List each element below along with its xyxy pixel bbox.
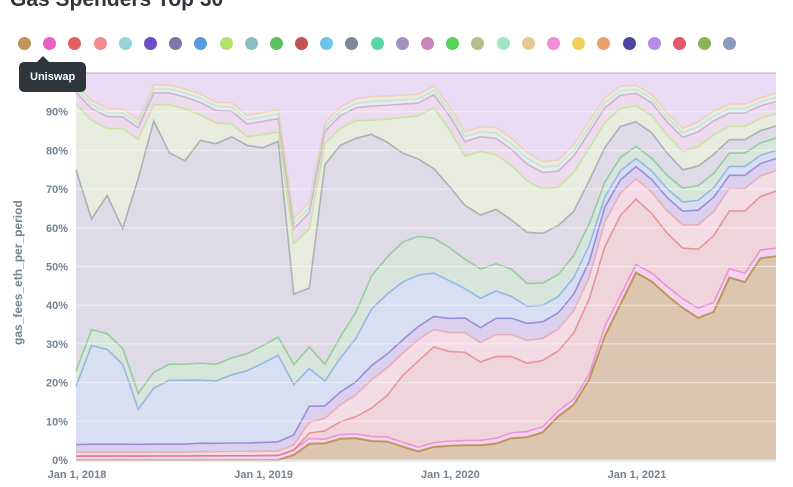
area-series[interactable]: [76, 103, 776, 295]
legend-dot[interactable]: [18, 37, 31, 50]
legend-dot[interactable]: [521, 37, 535, 50]
series-line[interactable]: [75, 149, 777, 411]
legend-dot[interactable]: [647, 37, 661, 50]
x-tick-label: Jan 1, 2018: [48, 469, 107, 481]
series-line[interactable]: [75, 170, 777, 454]
legend-dot[interactable]: [269, 37, 283, 50]
legend-dot[interactable]: [118, 37, 132, 50]
area-series[interactable]: [76, 256, 776, 460]
legend-dot[interactable]: [546, 37, 560, 50]
y-tick-label: 50%: [46, 262, 68, 274]
tooltip: Uniswap: [19, 56, 87, 92]
legend-dot[interactable]: [295, 37, 309, 50]
legend-dot[interactable]: [194, 37, 208, 50]
legend-dot[interactable]: [320, 37, 334, 50]
y-tick-label: 80%: [46, 145, 68, 157]
area-series[interactable]: [76, 150, 776, 445]
area-series[interactable]: [76, 158, 776, 453]
y-tick-label: 30%: [46, 339, 68, 351]
x-tick-label: Jan 1, 2020: [421, 469, 480, 481]
legend-dot[interactable]: [219, 37, 233, 50]
legend-dot[interactable]: [496, 37, 510, 50]
legend-dot[interactable]: [43, 37, 57, 50]
series-line[interactable]: [75, 91, 777, 231]
legend-dot[interactable]: [244, 37, 258, 50]
legend-dot[interactable]: [395, 37, 409, 50]
series-line[interactable]: [75, 87, 777, 226]
series-line[interactable]: [75, 137, 777, 396]
legend: [18, 37, 748, 50]
legend-dot[interactable]: [597, 37, 611, 50]
legend-dot[interactable]: [93, 37, 107, 50]
chart-title: Gas Spenders Top 30: [10, 0, 223, 12]
y-tick-label: 90%: [46, 107, 68, 119]
y-tick-label: 0%: [52, 455, 68, 467]
legend-dot[interactable]: [622, 37, 636, 50]
series-line[interactable]: [75, 157, 777, 446]
legend-dot[interactable]: [345, 37, 359, 50]
y-tick-label: 20%: [46, 378, 68, 390]
area-series[interactable]: [76, 92, 776, 244]
legend-dot[interactable]: [421, 37, 434, 50]
legend-dot[interactable]: [169, 37, 183, 50]
legend-dot[interactable]: [68, 37, 82, 50]
legend-dot[interactable]: [143, 37, 157, 50]
legend-dot[interactable]: [723, 37, 737, 50]
legend-dot[interactable]: [370, 37, 384, 50]
y-tick-label: 10%: [46, 416, 68, 428]
series-line[interactable]: [75, 84, 777, 221]
legend-dot[interactable]: [698, 37, 712, 50]
legend-dot[interactable]: [471, 37, 485, 50]
y-tick-label: 70%: [46, 184, 68, 196]
y-tick-label: 40%: [46, 300, 68, 312]
legend-dot[interactable]: [446, 37, 460, 50]
x-tick-label: Jan 1, 2021: [608, 469, 667, 481]
area-series[interactable]: [76, 191, 776, 457]
area-series[interactable]: [76, 170, 776, 457]
y-tick-label: 60%: [46, 223, 68, 235]
area-series[interactable]: [76, 73, 776, 219]
legend-dot[interactable]: [572, 37, 586, 50]
legend-dot[interactable]: [672, 37, 686, 50]
series-line[interactable]: [75, 190, 777, 457]
x-tick-label: Jan 1, 2019: [234, 469, 293, 481]
